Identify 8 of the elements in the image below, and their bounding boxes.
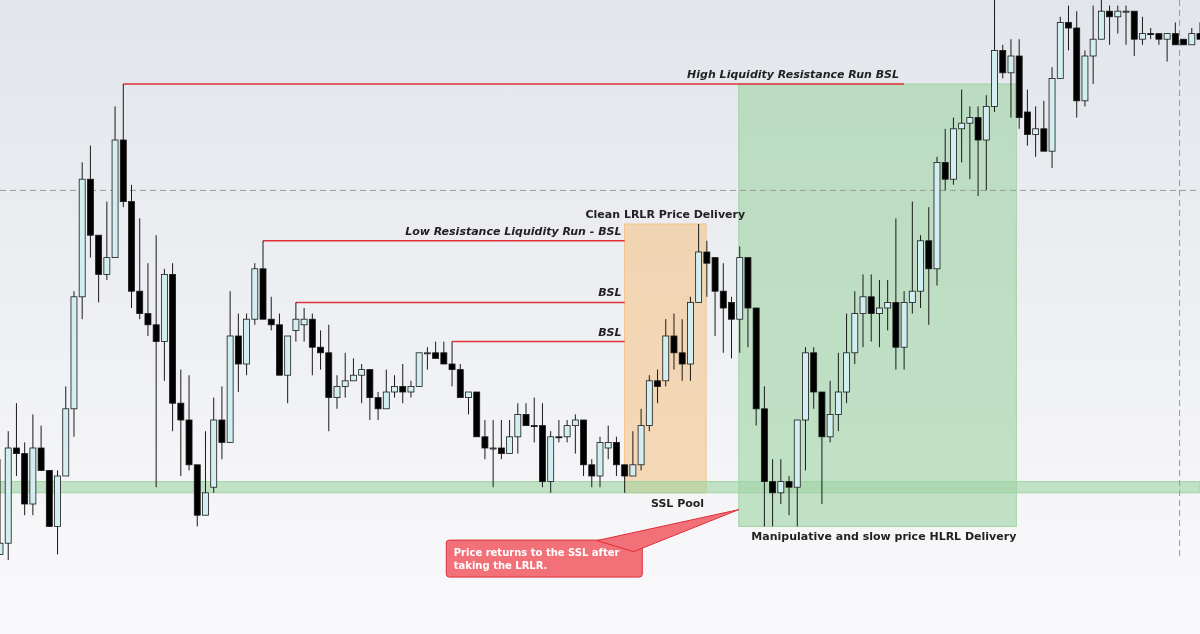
ref-line-label: Low Resistance Liquidity Run - BSL — [405, 224, 622, 238]
annotation: Clean LRLR Price Delivery — [585, 208, 746, 221]
ref-line-label: BSL — [598, 325, 622, 339]
annotation: Manipulative and slow price HLRL Delivery — [751, 530, 1017, 544]
band-label: SSL Pool — [650, 496, 705, 510]
annotation: Price returns to the SSL after taking the LRLR. — [446, 540, 643, 577]
ref-line-label: High Liquidity Resistance Run BSL — [687, 68, 900, 81]
ref-line-label: BSL — [598, 286, 622, 300]
